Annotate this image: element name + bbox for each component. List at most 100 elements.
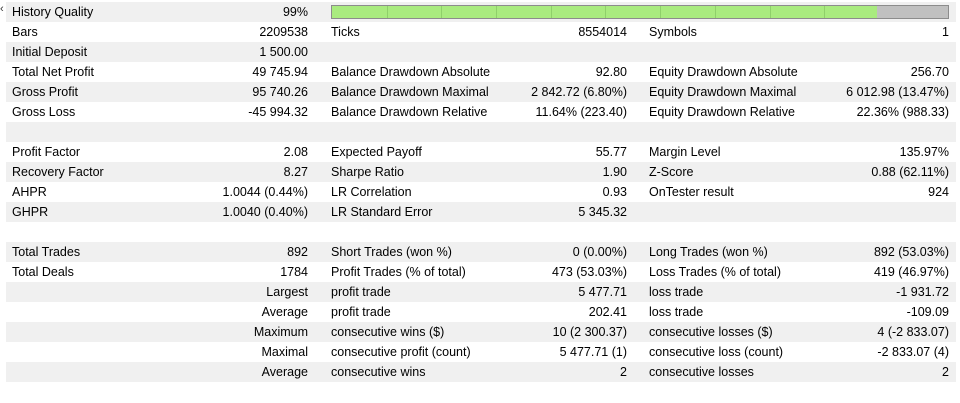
history-quality-label: History Quality xyxy=(12,5,94,19)
label-col1: Profit Factor xyxy=(12,145,81,159)
stats-row: AHPR 1.0044 (0.44%) LR Correlation 0.93 OnTe… xyxy=(6,182,956,202)
value-col1: 892 xyxy=(287,245,308,259)
label-col1 xyxy=(12,302,202,322)
label-col1: Gross Profit xyxy=(12,85,78,99)
value-col2: 5 477.71 (1) xyxy=(559,345,627,359)
value-col2: 0 (0.00%) xyxy=(572,245,627,259)
stats-row: Gross Loss -45 994.32 Balance Drawdown Rel… xyxy=(6,102,956,122)
history-quality-fill xyxy=(332,6,878,18)
value-col2: 8554014 xyxy=(578,25,627,39)
label-col3: Margin Level xyxy=(649,145,721,159)
stats-row: Maximum consecutive wins ($) 10 (2 300.37)… xyxy=(6,322,956,342)
value-col2: 5 477.71 xyxy=(578,285,627,299)
label-col2: Sharpe Ratio xyxy=(331,165,404,179)
value-col2: 5 345.32 xyxy=(578,205,627,219)
label-col1 xyxy=(12,382,202,402)
value-col3: 6 012.98 (13.47%) xyxy=(846,85,949,99)
stats-row: Total Net Profit 49 745.94 Balance Drawdow… xyxy=(6,62,956,82)
value-col1: 49 745.94 xyxy=(252,65,308,79)
value-col1: Average xyxy=(261,365,308,379)
value-col3: -109.09 xyxy=(906,305,949,319)
label-col3: consecutive losses xyxy=(649,365,754,379)
label-col3: Symbols xyxy=(649,25,697,39)
label-col3: consecutive loss (count) xyxy=(649,345,784,359)
value-col2: 55.77 xyxy=(595,145,627,159)
label-col2: Balance Drawdown Relative xyxy=(331,105,488,119)
stats-row xyxy=(6,122,956,142)
value-col1: 8.27 xyxy=(283,165,308,179)
label-col2: Short Trades (won %) xyxy=(331,245,452,259)
value-col3: 135.97% xyxy=(899,145,949,159)
label-col1: GHPR xyxy=(12,205,49,219)
value-col3: 1 xyxy=(942,25,949,39)
value-col3 xyxy=(786,122,949,142)
label-col2: consecutive wins xyxy=(331,365,426,379)
label-col1 xyxy=(12,282,202,302)
value-col2: 1.90 xyxy=(602,165,627,179)
label-col2: LR Correlation xyxy=(331,185,412,199)
value-col1: -45 994.32 xyxy=(248,105,308,119)
label-col3: Equity Drawdown Maximal xyxy=(649,85,797,99)
value-col3: 22.36% (988.33) xyxy=(856,105,949,119)
left-edge: ‹ xyxy=(0,0,6,403)
value-col1: 1 500.00 xyxy=(259,45,308,59)
label-col1: Initial Deposit xyxy=(12,45,88,59)
label-col2: profit trade xyxy=(331,305,391,319)
value-col3: 419 (46.97%) xyxy=(873,265,949,279)
value-col1: Maximum xyxy=(253,325,308,339)
stats-row: Total Deals 1784 Profit Trades (% of total… xyxy=(6,262,956,282)
label-col1: Total Trades xyxy=(12,245,81,259)
stats-row: Largest profit trade 5 477.71 loss trade -1 … xyxy=(6,282,956,302)
history-quality-row: History Quality 99% xyxy=(6,2,956,22)
stats-row: GHPR 1.0040 (0.40%) LR Standard Error 5 345… xyxy=(6,202,956,222)
quality-segment-divider xyxy=(441,6,442,18)
value-col2 xyxy=(496,222,627,242)
value-col2 xyxy=(496,382,627,402)
value-col3: -1 931.72 xyxy=(896,285,949,299)
label-col2: consecutive wins ($) xyxy=(331,325,445,339)
value-col2: 10 (2 300.37) xyxy=(552,325,627,339)
value-col1: Average xyxy=(261,305,308,319)
value-col1 xyxy=(202,382,308,402)
label-col3: OnTester result xyxy=(649,185,734,199)
label-col3: loss trade xyxy=(649,285,704,299)
label-col1 xyxy=(12,222,202,242)
right-edge xyxy=(956,0,960,403)
label-col3: Equity Drawdown Absolute xyxy=(649,65,798,79)
value-col1 xyxy=(202,122,308,142)
value-col2 xyxy=(496,42,627,62)
label-col1: AHPR xyxy=(12,185,47,199)
value-col3 xyxy=(786,382,949,402)
value-col3 xyxy=(786,202,949,222)
label-col2: Expected Payoff xyxy=(331,145,422,159)
value-col3 xyxy=(786,42,949,62)
label-col1: Total Net Profit xyxy=(12,65,94,79)
value-col3: 4 (-2 833.07) xyxy=(877,325,949,339)
quality-segment-divider xyxy=(660,6,661,18)
stats-row xyxy=(6,222,956,242)
value-col1: 1.0044 (0.44%) xyxy=(222,185,308,199)
stats-row: Initial Deposit 1 500.00 xyxy=(6,42,956,62)
chevron-left-icon[interactable]: ‹ xyxy=(0,3,4,15)
value-col3: 256.70 xyxy=(910,65,949,79)
label-col1 xyxy=(12,342,202,362)
quality-segment-divider xyxy=(824,6,825,18)
stats-row: Average profit trade 202.41 loss trade -109.… xyxy=(6,302,956,322)
history-quality-value: 99% xyxy=(282,5,308,19)
value-col1: 2.08 xyxy=(283,145,308,159)
value-col2: 11.64% (223.40) xyxy=(535,105,628,119)
label-col2: Ticks xyxy=(331,25,360,39)
label-col2: profit trade xyxy=(331,285,391,299)
value-col2: 202.41 xyxy=(588,305,627,319)
value-col2: 473 (53.03%) xyxy=(551,265,627,279)
stats-row: Profit Factor 2.08 Expected Payoff 55.77 Mar… xyxy=(6,142,956,162)
label-col2: consecutive profit (count) xyxy=(331,345,471,359)
value-col3 xyxy=(786,222,949,242)
label-col3: Z-Score xyxy=(649,165,694,179)
value-col2: 92.80 xyxy=(595,65,627,79)
stats-row: Bars 2209538 Ticks 8554014 Symbols 1 xyxy=(6,22,956,42)
label-col3: consecutive losses ($) xyxy=(649,325,773,339)
value-col3: 0.88 (62.11%) xyxy=(871,165,949,179)
value-col1: 1784 xyxy=(280,265,308,279)
